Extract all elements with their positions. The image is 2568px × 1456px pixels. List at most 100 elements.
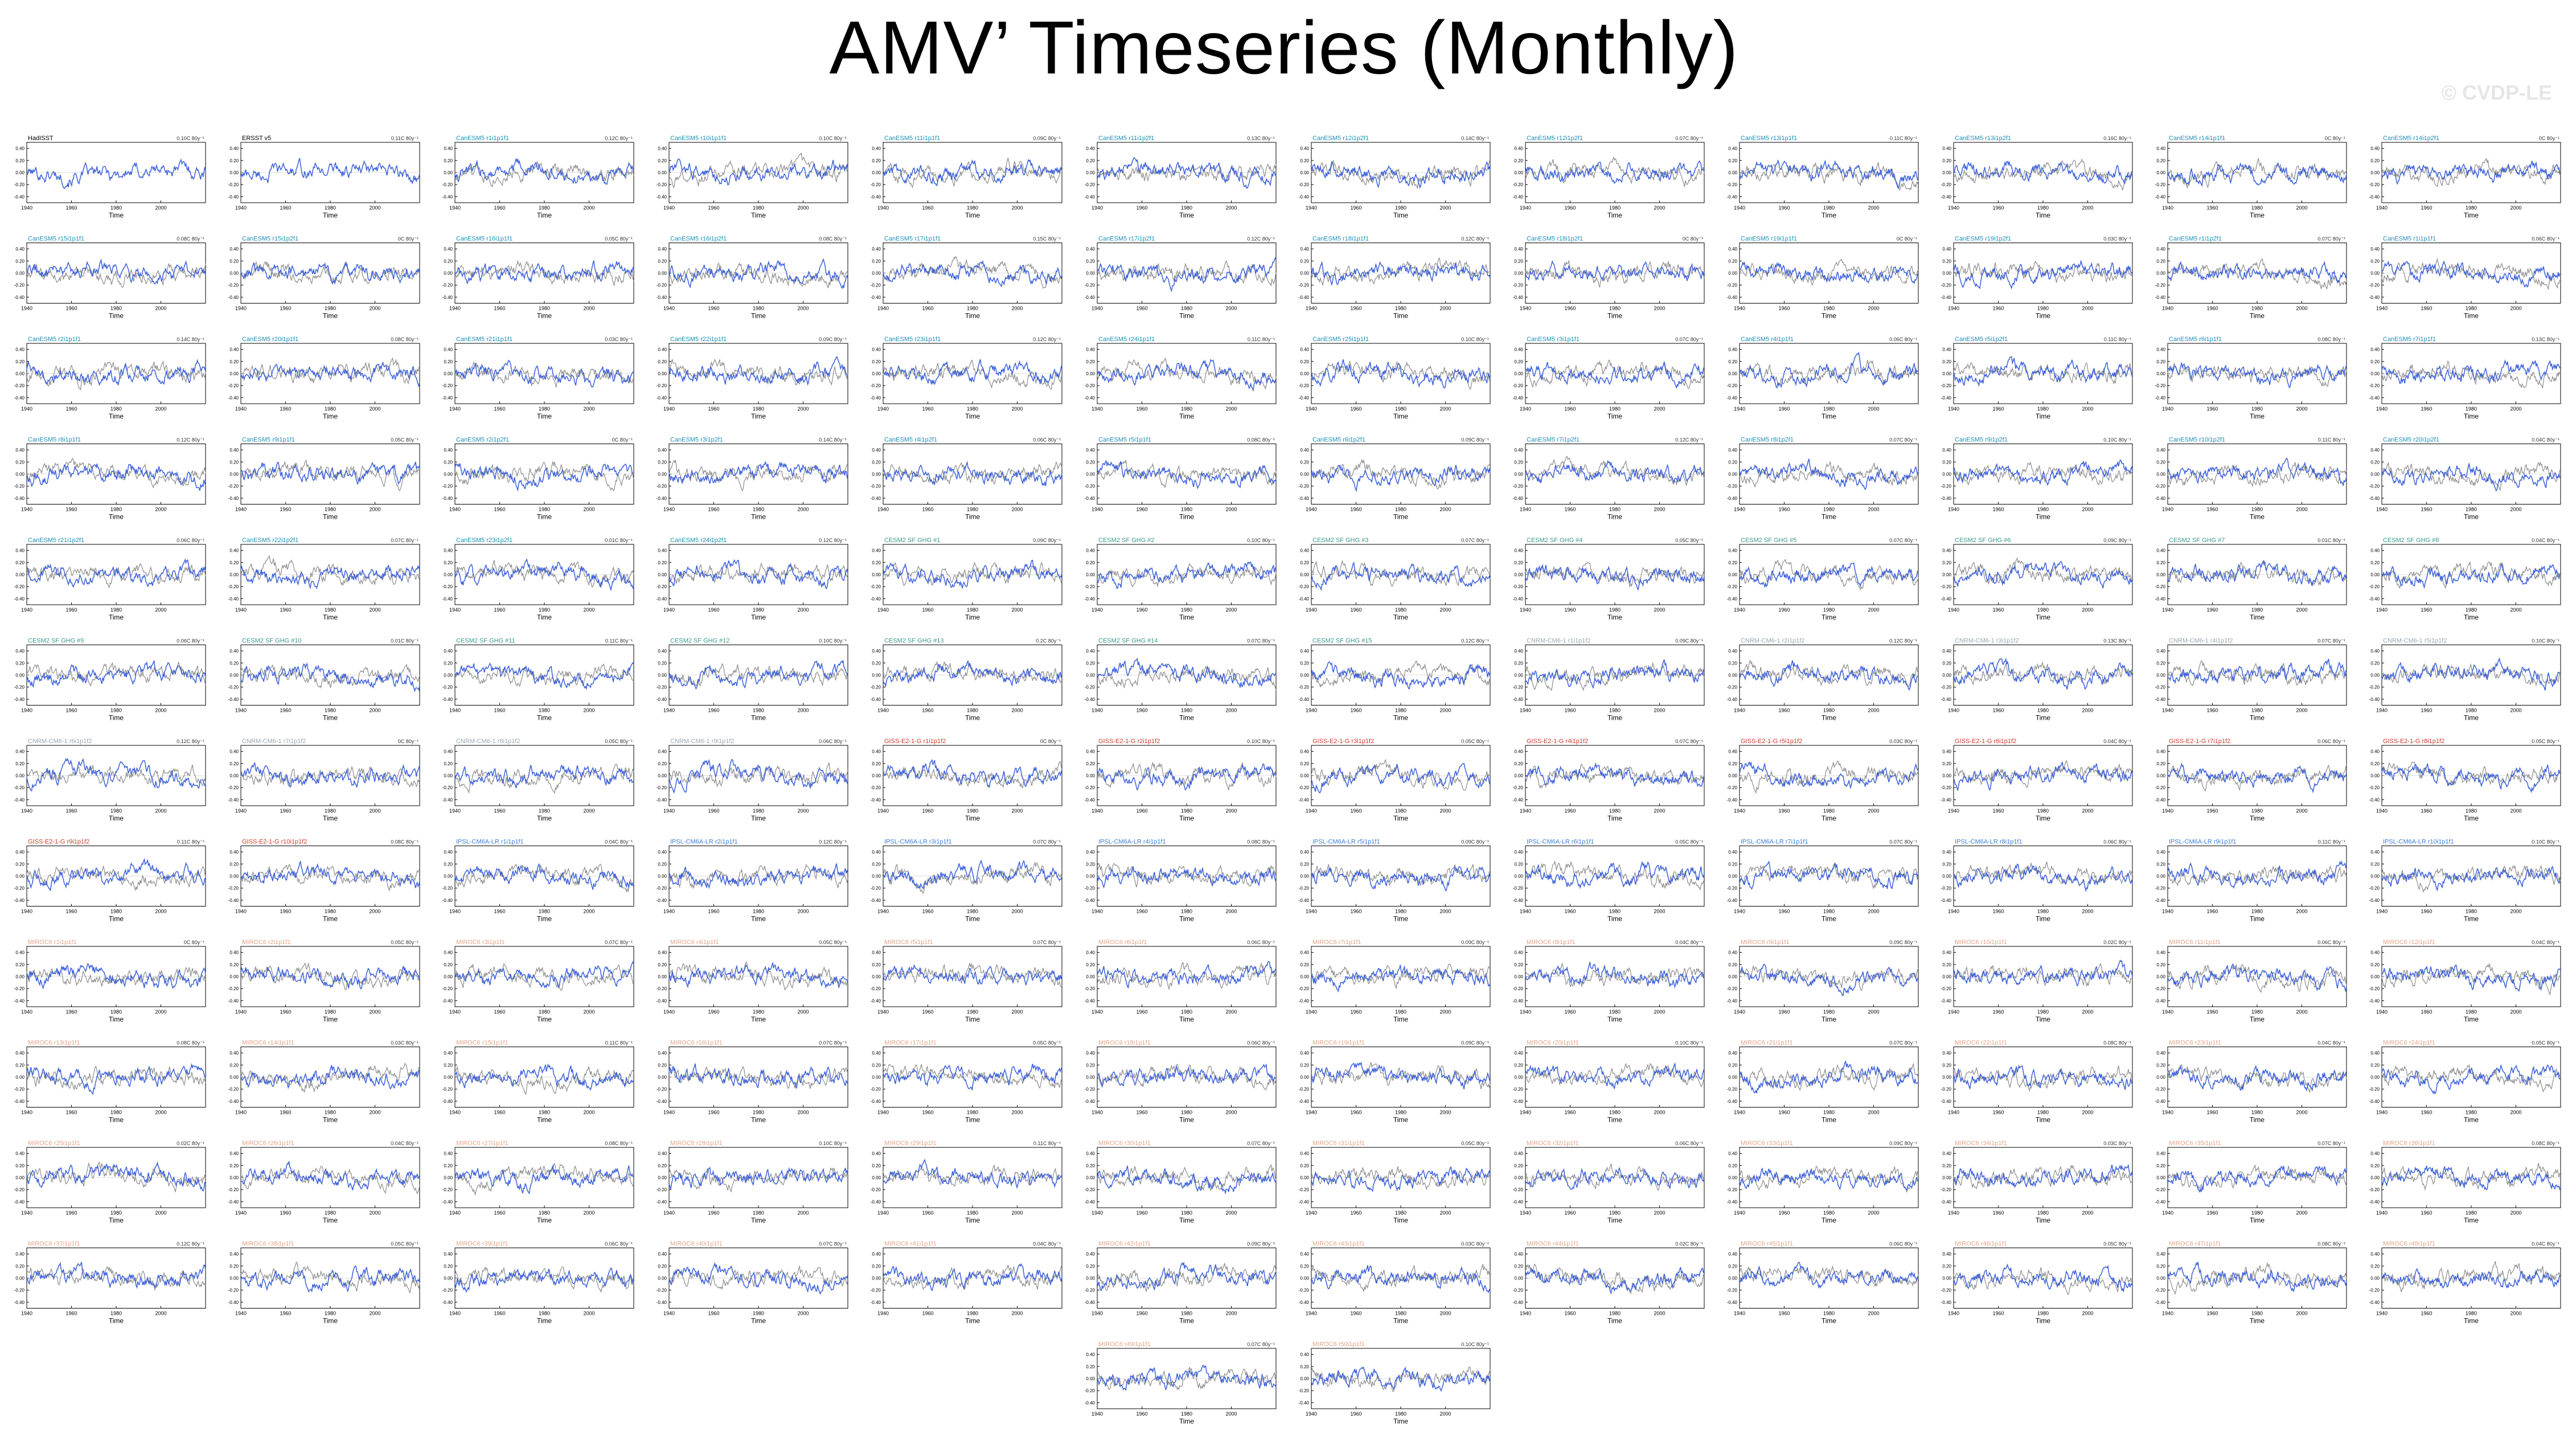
x-tick-label: 1980 (325, 306, 336, 311)
panel-title: ERSST v5 (242, 135, 271, 142)
x-tick-label: 1940 (663, 1110, 675, 1115)
ensemble-series-line (668, 258, 848, 289)
y-tick-label: -0.40 (1085, 194, 1096, 199)
x-tick-label: 1980 (1823, 306, 1835, 311)
y-tick-label: 0.40 (2156, 1051, 2165, 1056)
x-tick-label: 2000 (2082, 708, 2093, 713)
y-tick-label: -0.20 (1727, 1087, 1738, 1092)
x-tick-label: 1980 (967, 607, 978, 613)
y-tick-label: -0.40 (14, 1300, 25, 1305)
x-tick-label: 1960 (1350, 1110, 1361, 1115)
panel: CanESM5 r20i1p1f1 0.08C 80y⁻¹0.400.200.00… (228, 336, 420, 420)
y-tick-label: -0.20 (14, 886, 25, 891)
panel-stat: 0.07C 80y⁻¹ (1247, 1342, 1275, 1347)
y-tick-label: -0.40 (1513, 1199, 1524, 1204)
y-tick-label: -0.40 (14, 797, 25, 802)
y-tick-label: 0.20 (1942, 1264, 1951, 1269)
y-tick-label: 0.40 (444, 347, 453, 352)
ensemble-series-line (1311, 1265, 1491, 1294)
panel-stat: 0.02C 80y⁻¹ (1675, 1241, 1703, 1247)
x-axis-label: Time (1607, 1015, 1623, 1023)
y-tick-label: -0.20 (1941, 484, 1952, 489)
y-tick-label: 0.40 (1728, 749, 1737, 754)
ensemble-series-line (883, 260, 1063, 288)
y-tick-label: -0.20 (2155, 1087, 2166, 1092)
y-tick-label: 0.20 (2370, 359, 2380, 364)
y-tick-label: -0.40 (657, 295, 667, 300)
y-tick-label: 0.40 (1728, 1051, 1737, 1056)
y-tick-label: 0.00 (1942, 1175, 1951, 1180)
x-tick-label: 1960 (280, 507, 291, 512)
panel: CanESM5 r1i1p1f1 0.12C 80y⁻¹0.400.200.00-… (442, 135, 634, 219)
ensemble-series-line (1311, 661, 1491, 690)
y-tick-label: 0.40 (1514, 1051, 1523, 1056)
observed-series-line (1739, 864, 1919, 890)
x-axis-label: Time (1607, 1116, 1623, 1124)
observed-series-line (2381, 963, 2561, 996)
x-axis-label: Time (323, 714, 338, 722)
y-tick-label: -0.20 (1085, 182, 1096, 187)
x-tick-label: 2000 (155, 205, 166, 211)
x-axis-label: Time (2250, 412, 2265, 420)
x-tick-label: 1980 (967, 1210, 978, 1216)
x-axis-label: Time (2464, 714, 2479, 722)
panel-stat: 0.10C 80y⁻¹ (819, 638, 847, 644)
ensemble-series-line (1311, 1166, 1491, 1192)
panel-stat: 0.2C 80y⁻¹ (1036, 638, 1061, 644)
x-axis-label: Time (2464, 1015, 2479, 1023)
ensemble-series-line (1739, 562, 1919, 588)
panel-title: MIROC6 r31i1p1f1 (1312, 1140, 1365, 1147)
y-tick-label: -0.20 (1085, 1187, 1096, 1192)
x-axis-label: Time (1822, 1216, 1837, 1224)
y-tick-label: 0.00 (1086, 170, 1095, 175)
panel-stat: 0.08C 80y⁻¹ (1247, 839, 1275, 845)
panel-stat: 0.09C 80y⁻¹ (1461, 1040, 1489, 1046)
y-tick-label: 0.20 (1514, 761, 1523, 766)
x-tick-label: 1940 (1092, 306, 1103, 311)
panel-stat: 0.10C 80y⁻¹ (2103, 437, 2131, 443)
y-tick-label: 0.00 (1300, 271, 1309, 276)
panel: CanESM5 r24i1p2f1 0.12C 80y⁻¹0.400.200.00… (657, 537, 848, 621)
x-tick-label: 1960 (494, 1110, 505, 1115)
panel-title: MIROC6 r42i1p1f1 (1098, 1241, 1151, 1248)
y-tick-label: 0.40 (1942, 749, 1951, 754)
ensemble-series-line (1525, 564, 1705, 591)
x-axis-label: Time (1822, 513, 1837, 521)
y-tick-label: -0.20 (657, 986, 667, 991)
y-tick-label: 0.40 (229, 548, 239, 553)
panel-stat: 0.04C 80y⁻¹ (1033, 1241, 1061, 1247)
y-tick-label: -0.40 (1513, 295, 1524, 300)
x-tick-label: 1960 (708, 607, 719, 613)
x-tick-label: 1980 (1395, 909, 1406, 914)
observed-series-line (2381, 1064, 2561, 1093)
panel: MIROC6 r27i1p1f1 0.08C 80y⁻¹0.400.200.00-… (442, 1140, 634, 1224)
panel: CESM2 SF GHG #5 0.07C 80y⁻¹0.400.200.00-0… (1727, 537, 1919, 621)
x-tick-label: 1960 (1564, 808, 1576, 814)
y-tick-label: 0.40 (1086, 548, 1095, 553)
y-tick-label: -0.40 (871, 496, 881, 501)
y-tick-label: -0.20 (1513, 785, 1524, 790)
x-axis-label: Time (537, 412, 552, 420)
y-tick-label: -0.40 (1941, 697, 1952, 702)
panel-title: MIROC6 r48i1p1f1 (2383, 1241, 2435, 1248)
ensemble-series-line (1311, 1061, 1491, 1089)
panel: CanESM5 r15i1p1f1 0.08C 80y⁻¹0.400.200.00… (14, 236, 206, 320)
ensemble-series-line (454, 158, 634, 185)
panel-title: CanESM5 r21i1p1f1 (456, 336, 512, 343)
y-tick-label: 0.40 (872, 649, 881, 654)
x-tick-label: 1980 (967, 909, 978, 914)
y-tick-label: 0.40 (444, 1151, 453, 1156)
y-tick-label: -0.20 (228, 383, 239, 388)
x-tick-label: 1980 (1181, 1311, 1192, 1316)
ensemble-series-line (2167, 1166, 2347, 1193)
observed-series-line (2381, 1261, 2561, 1293)
observed-series-line (26, 563, 206, 589)
panel-title: CanESM5 r8i1p1f1 (28, 437, 81, 444)
y-tick-label: -0.40 (14, 194, 25, 199)
panel-title: CanESM5 r15i1p1f1 (28, 236, 84, 243)
x-tick-label: 1940 (235, 1311, 247, 1316)
y-tick-label: 0.40 (1514, 850, 1523, 855)
ensemble-series-line (883, 859, 1063, 890)
x-tick-label: 1980 (2466, 205, 2477, 211)
x-axis-label: Time (965, 1116, 981, 1124)
